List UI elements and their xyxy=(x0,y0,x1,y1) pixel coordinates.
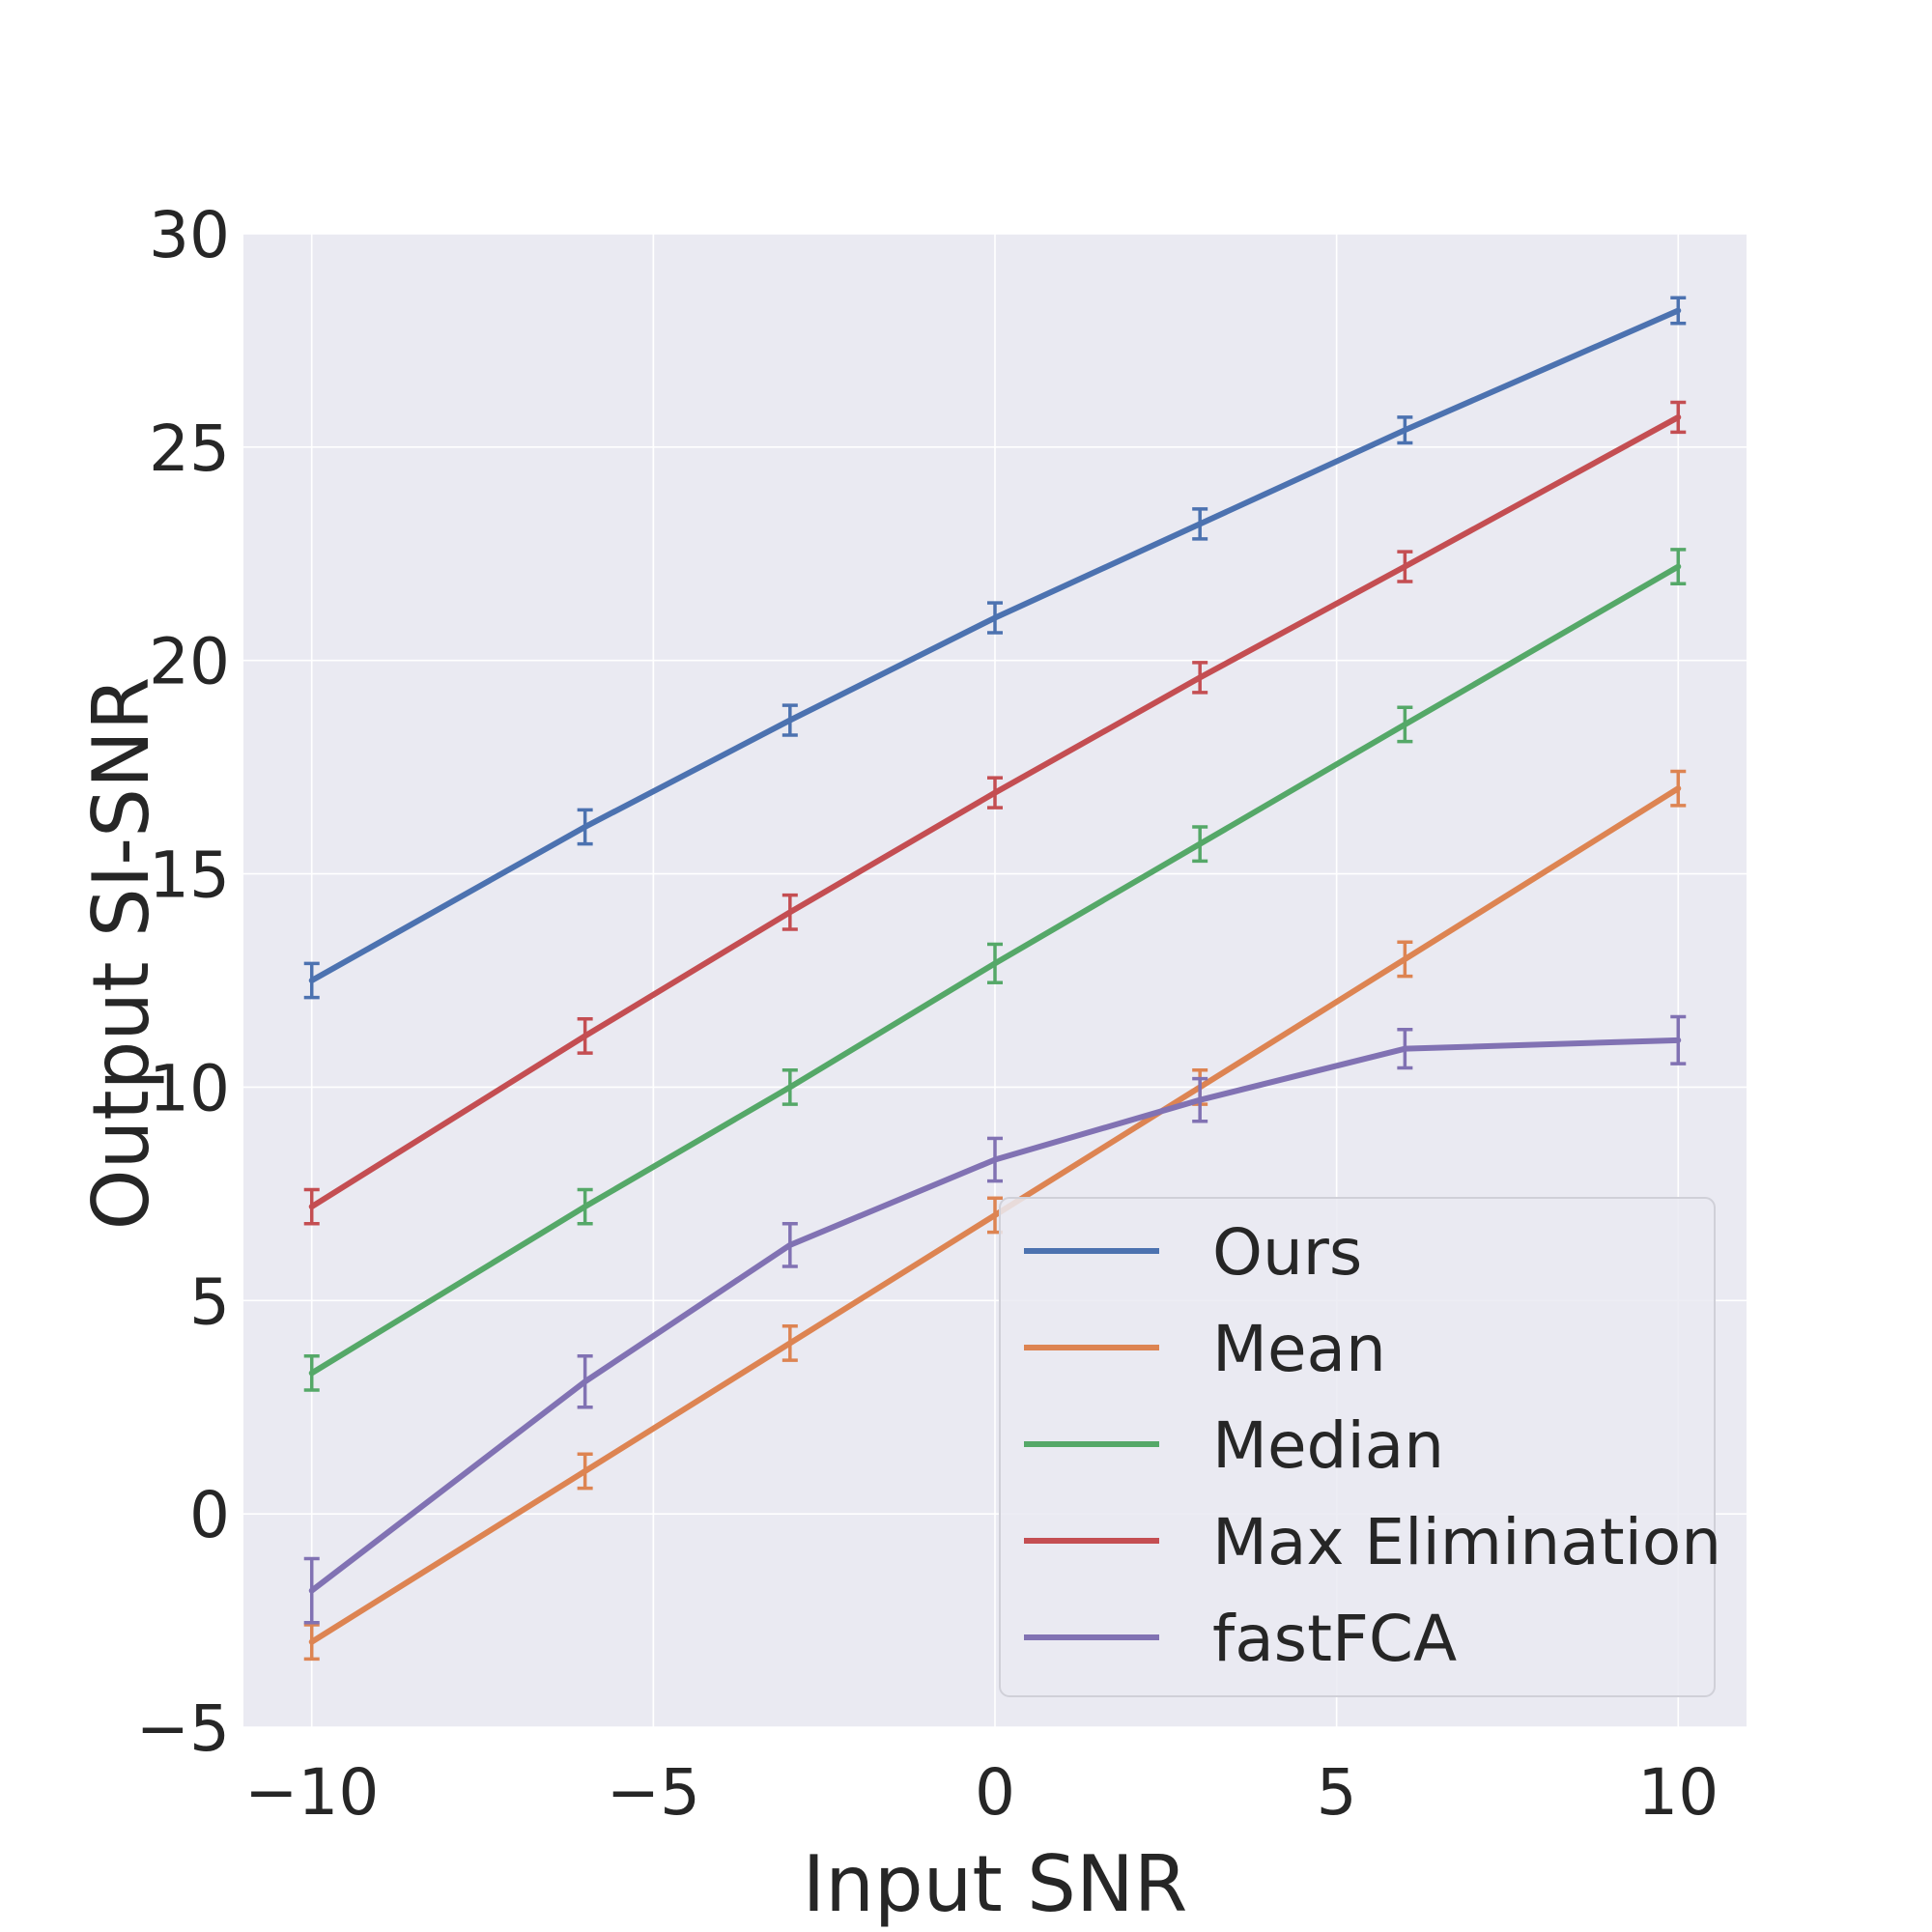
error-bar xyxy=(1192,1076,1208,1123)
y-tick-label: 10 xyxy=(149,1051,230,1125)
error-bar xyxy=(1397,550,1413,583)
series-ours xyxy=(303,296,1687,1000)
legend-label: Median xyxy=(1212,1408,1444,1483)
error-bar xyxy=(1670,400,1687,435)
error-bar xyxy=(1397,705,1413,744)
x-tick-label: −5 xyxy=(607,1755,700,1830)
error-bar xyxy=(987,1136,1003,1183)
legend: Ours Mean Median Max Elimination fastFCA xyxy=(999,1197,1721,1697)
y-tick-label: 5 xyxy=(189,1264,230,1339)
error-bar xyxy=(987,776,1003,810)
error-bar xyxy=(781,1068,798,1106)
error-bar xyxy=(1192,661,1208,695)
legend-label: Mean xyxy=(1212,1312,1386,1386)
error-bar xyxy=(781,893,798,931)
error-bar xyxy=(1397,940,1413,979)
x-tick-label: 0 xyxy=(975,1755,1015,1830)
series-fastfca xyxy=(303,1014,1687,1625)
x-tick-label: 5 xyxy=(1317,1755,1357,1830)
y-tick-label: 30 xyxy=(149,198,230,272)
error-bar xyxy=(1670,548,1687,585)
legend-box xyxy=(999,1197,1716,1697)
series-median xyxy=(303,548,1687,1392)
x-axis-label: Input SNR xyxy=(803,1839,1188,1929)
error-bar xyxy=(303,1556,320,1625)
error-bar xyxy=(303,1187,320,1226)
error-bar xyxy=(1192,507,1208,541)
y-tick-label: 15 xyxy=(149,838,230,913)
legend-label: Max Elimination xyxy=(1212,1505,1721,1579)
error-bar xyxy=(1670,1014,1687,1065)
error-bar xyxy=(781,1222,798,1268)
y-tick-label: 0 xyxy=(189,1478,230,1552)
error-bar xyxy=(1397,415,1413,445)
series-layer xyxy=(303,296,1687,1662)
error-bar xyxy=(303,1623,320,1662)
legend-item: Median xyxy=(1024,1408,1444,1483)
error-bar xyxy=(987,942,1003,984)
error-bar xyxy=(1192,825,1208,864)
legend-item: fastFCA xyxy=(1024,1602,1457,1676)
error-bar xyxy=(577,1017,593,1055)
error-bar xyxy=(577,808,593,846)
error-bar xyxy=(781,703,798,737)
error-bar xyxy=(1397,1028,1413,1070)
y-axis-label: Output SI-SNR xyxy=(76,677,166,1231)
error-bar xyxy=(303,961,320,1000)
y-tick-label: −5 xyxy=(136,1691,230,1766)
series-max-elimination xyxy=(303,400,1687,1226)
error-bar xyxy=(781,1324,798,1362)
x-tick-label: −10 xyxy=(244,1755,379,1830)
error-bar xyxy=(1670,296,1687,326)
x-tick-label: 10 xyxy=(1637,1755,1719,1830)
legend-label: Ours xyxy=(1212,1215,1362,1290)
error-bar xyxy=(577,1353,593,1409)
legend-item: Ours xyxy=(1024,1215,1362,1290)
series-mean xyxy=(303,769,1687,1662)
error-bar xyxy=(987,601,1003,635)
y-tick-label: 25 xyxy=(149,412,230,486)
y-tick-label: 20 xyxy=(149,625,230,699)
x-axis-ticks: −10 −5 0 5 10 xyxy=(244,1755,1719,1830)
legend-item: Mean xyxy=(1024,1312,1386,1386)
error-bar xyxy=(303,1353,320,1392)
y-axis-ticks: −5 0 5 10 15 20 25 30 xyxy=(136,198,230,1766)
legend-item: Max Elimination xyxy=(1024,1505,1721,1579)
error-bar xyxy=(577,1452,593,1491)
legend-label: fastFCA xyxy=(1212,1602,1457,1676)
error-bar xyxy=(1670,769,1687,808)
error-bar xyxy=(577,1187,593,1226)
